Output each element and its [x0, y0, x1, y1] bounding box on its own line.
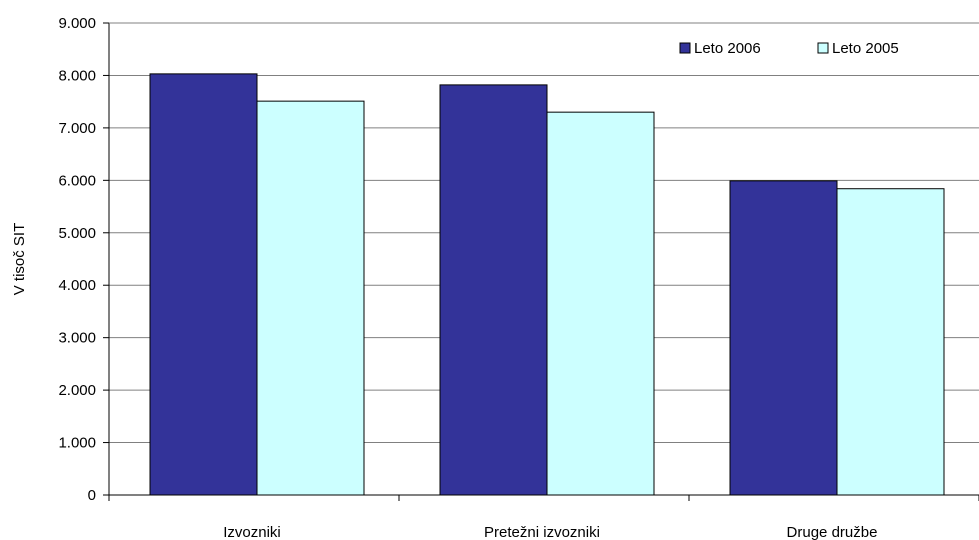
bar-leto-2005-1 [256, 100, 365, 496]
y-tick-label: 6.000 [58, 172, 96, 189]
y-tick-label: 1.000 [58, 435, 96, 452]
x-category-label: Druge družbe [787, 524, 878, 540]
legend-label: Leto 2006 [694, 40, 761, 57]
y-tick-label: 2.000 [58, 382, 96, 399]
y-tick-label: 3.000 [58, 330, 96, 347]
bar-leto-2005-2 [546, 111, 655, 496]
bar-leto-2006-3 [729, 180, 838, 496]
y-tick-label: 7.000 [58, 120, 96, 137]
legend-swatch [817, 42, 829, 54]
axes [103, 22, 979, 501]
legend-swatch [679, 42, 691, 54]
y-tick-label: 8.000 [58, 67, 96, 84]
y-tick-label: 4.000 [58, 277, 96, 294]
bar-leto-2006-2 [439, 84, 548, 496]
y-tick-label: 9.000 [58, 15, 96, 32]
bar-leto-2005-3 [836, 188, 945, 496]
labels: 0 1.000 2.000 3.000 4.000 5.000 6.000 7.000 8.00… [11, 15, 877, 540]
legend: Leto 2006 Leto 2005 [679, 40, 899, 57]
y-tick-label: 0 [88, 487, 96, 504]
bar-leto-2006-1 [149, 73, 258, 496]
y-tick-label: 5.000 [58, 225, 96, 242]
y-axis-title: V tisoč SIT [11, 223, 28, 296]
bars [149, 73, 945, 496]
x-category-label: Pretežni izvozniki [484, 524, 600, 540]
x-category-label: Izvozniki [223, 524, 281, 540]
legend-label: Leto 2005 [832, 40, 899, 57]
